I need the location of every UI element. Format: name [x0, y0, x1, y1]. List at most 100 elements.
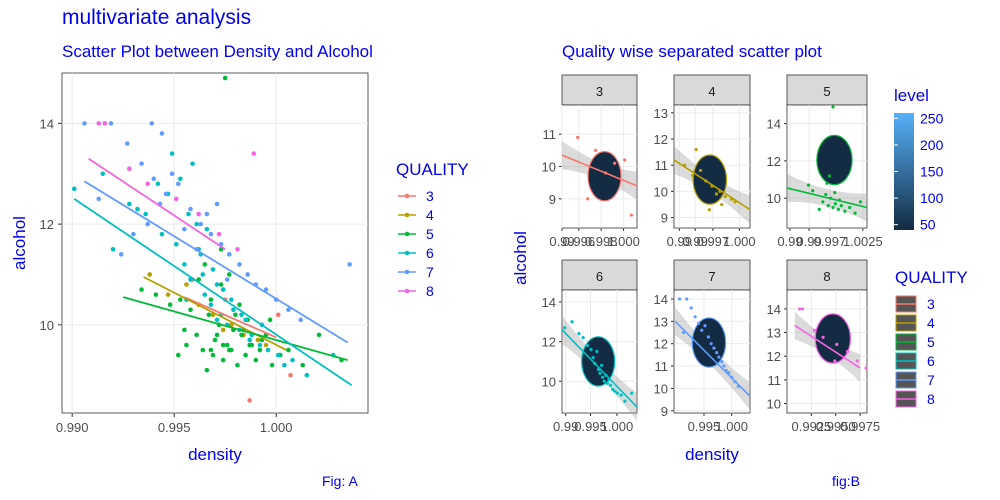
y-axis-label-a: alcohol [10, 216, 29, 270]
data-point-q7 [159, 131, 165, 136]
data-point-q5 [202, 262, 208, 267]
y-tick-label: 13 [654, 314, 668, 329]
data-point-q3 [247, 398, 252, 403]
trend-line-q6 [73, 198, 353, 387]
data-point [833, 202, 837, 206]
data-point-q5 [206, 312, 212, 318]
data-point-q7 [204, 211, 210, 217]
x-tick-label: 0.995 [688, 419, 721, 434]
data-point-q6 [210, 267, 216, 272]
data-point [615, 391, 620, 395]
data-point-q6 [265, 347, 271, 353]
data-point-q5 [220, 357, 226, 363]
data-point [835, 342, 839, 347]
y-tick-label: 12 [40, 217, 54, 232]
facet-strip-label: 8 [823, 269, 830, 284]
x-tick-label: 0.995 [158, 420, 191, 435]
x-tick-label: 0.997 [814, 234, 847, 249]
data-point-q6 [100, 171, 106, 177]
data-point-q5 [233, 312, 238, 318]
legend-item-8: 8 [895, 389, 968, 408]
legend-label: 4 [426, 206, 434, 223]
data-point-q6 [231, 307, 236, 313]
data-point-q5 [239, 332, 244, 338]
data-point-q7 [214, 201, 220, 207]
data-point-q6 [257, 342, 263, 348]
data-point-q5 [286, 347, 291, 353]
data-point-q7 [145, 221, 150, 227]
data-point-q5 [316, 332, 322, 338]
data-point-q6 [127, 201, 132, 207]
data-point [821, 335, 825, 339]
data-point-q7 [298, 317, 303, 323]
colorbar [894, 113, 914, 230]
data-point-q5 [204, 367, 210, 373]
data-point [858, 200, 863, 204]
x-axis-label-b: density [685, 445, 739, 464]
data-point-q5 [208, 297, 214, 302]
legend-key-3 [398, 193, 416, 198]
data-point-q6 [214, 317, 220, 323]
data-point [715, 351, 719, 355]
gridlines-a: 0.990 0.995 1.000 10 12 14 [40, 73, 368, 435]
data-point-q6 [202, 292, 208, 297]
data-point [836, 207, 840, 211]
legend-label: 8 [927, 390, 935, 407]
data-point-q5 [218, 282, 224, 287]
colorbar-tick-label: 100 [920, 190, 944, 206]
data-point [709, 342, 713, 346]
data-point-q6 [204, 226, 210, 232]
x-tick-label: 0.99 [777, 234, 802, 249]
data-point [591, 355, 595, 360]
data-point [605, 381, 610, 385]
density-contour [816, 134, 853, 186]
data-point [585, 343, 589, 348]
facet-strip [673, 259, 751, 291]
data-point [696, 321, 701, 326]
y-tick-label: 11 [543, 127, 557, 142]
data-point-q5 [182, 327, 187, 333]
data-point [712, 346, 716, 350]
data-point [801, 307, 805, 311]
data-point-q5 [243, 352, 248, 358]
data-point-q7 [169, 171, 175, 177]
data-point-q6 [208, 302, 214, 308]
data-point [811, 189, 815, 193]
facet-strip [786, 74, 868, 106]
y-tick-label: 12 [542, 335, 556, 350]
legend-key-5 [895, 333, 917, 350]
data-point [581, 336, 585, 340]
legend-item-7: 7 [396, 262, 469, 281]
legend-title: QUALITY [396, 160, 469, 179]
data-point [833, 359, 837, 363]
trend-line [674, 320, 751, 397]
data-point [720, 202, 724, 207]
trend-line-q8 [88, 157, 226, 251]
x-tick-label: 0.990 [56, 420, 89, 435]
data-point [698, 168, 703, 173]
data-point [577, 332, 581, 336]
data-point-q5 [175, 352, 181, 358]
y-tick-label: 10 [654, 381, 668, 396]
trend-line-q3 [184, 296, 277, 339]
data-point-q5 [214, 332, 220, 338]
data-point-q7 [347, 262, 352, 267]
legend-key-8 [398, 288, 416, 293]
data-point [586, 197, 590, 201]
trend-line [786, 187, 868, 209]
data-point [703, 324, 707, 328]
data-point [570, 320, 574, 324]
data-point-q7 [175, 181, 181, 187]
x-tick-label: 0.99 [667, 234, 692, 249]
legend-label: 3 [426, 187, 434, 204]
legend-label: 6 [426, 244, 434, 261]
x-tick-label: 0.9950 [816, 419, 856, 434]
legend-item-6: 6 [895, 351, 968, 370]
data-point-q7 [108, 121, 114, 126]
y-tick-label: 10 [40, 318, 54, 333]
data-point [613, 389, 617, 393]
data-point [598, 371, 602, 375]
data-point [602, 379, 606, 383]
